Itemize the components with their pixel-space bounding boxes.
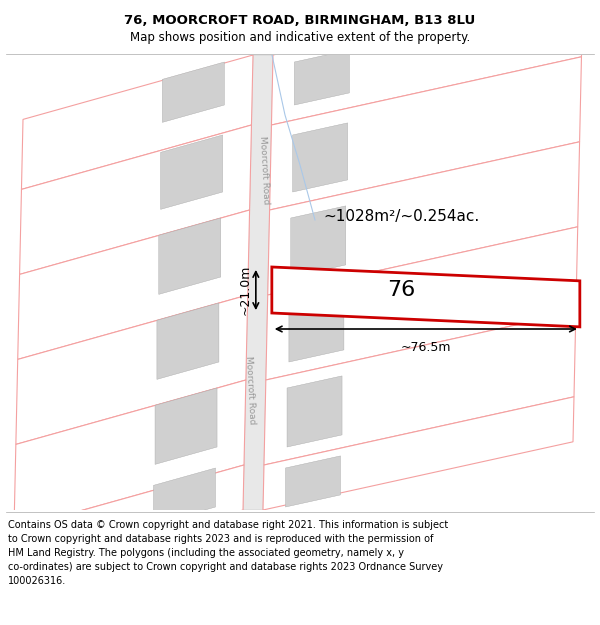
Text: Moorcroft Road: Moorcroft Road <box>244 356 256 424</box>
Text: HM Land Registry. The polygons (including the associated geometry, namely x, y: HM Land Registry. The polygons (includin… <box>8 548 404 558</box>
Text: to Crown copyright and database rights 2023 and is reproduced with the permissio: to Crown copyright and database rights 2… <box>8 534 433 544</box>
Polygon shape <box>289 291 344 362</box>
Polygon shape <box>293 123 347 192</box>
Polygon shape <box>16 295 248 444</box>
Polygon shape <box>161 135 223 209</box>
Polygon shape <box>243 55 273 510</box>
Polygon shape <box>286 456 340 507</box>
Polygon shape <box>154 468 215 524</box>
Polygon shape <box>295 50 349 105</box>
Polygon shape <box>20 125 251 274</box>
Text: ~1028m²/~0.254ac.: ~1028m²/~0.254ac. <box>324 209 480 224</box>
Text: co-ordinates) are subject to Crown copyright and database rights 2023 Ordnance S: co-ordinates) are subject to Crown copyr… <box>8 562 443 572</box>
Polygon shape <box>18 210 250 359</box>
Polygon shape <box>263 397 574 510</box>
Polygon shape <box>287 376 342 447</box>
Polygon shape <box>291 206 346 277</box>
Text: ~21.0m: ~21.0m <box>239 265 252 315</box>
Polygon shape <box>269 57 581 210</box>
Polygon shape <box>264 312 576 465</box>
Polygon shape <box>155 388 217 464</box>
Polygon shape <box>268 142 580 295</box>
Text: 76: 76 <box>387 280 415 300</box>
Polygon shape <box>13 465 244 574</box>
Polygon shape <box>157 303 219 379</box>
Polygon shape <box>272 267 580 327</box>
Text: 100026316.: 100026316. <box>8 576 66 586</box>
Polygon shape <box>271 0 583 125</box>
Text: Map shows position and indicative extent of the property.: Map shows position and indicative extent… <box>130 31 470 44</box>
Polygon shape <box>22 55 253 189</box>
Text: Contains OS data © Crown copyright and database right 2021. This information is : Contains OS data © Crown copyright and d… <box>8 520 448 530</box>
Text: ~76.5m: ~76.5m <box>401 341 451 354</box>
Polygon shape <box>14 380 246 529</box>
Polygon shape <box>163 62 224 122</box>
Text: 76, MOORCROFT ROAD, BIRMINGHAM, B13 8LU: 76, MOORCROFT ROAD, BIRMINGHAM, B13 8LU <box>124 14 476 26</box>
Text: Moorcroft Road: Moorcroft Road <box>258 136 270 204</box>
Polygon shape <box>159 218 221 294</box>
Polygon shape <box>266 227 578 380</box>
